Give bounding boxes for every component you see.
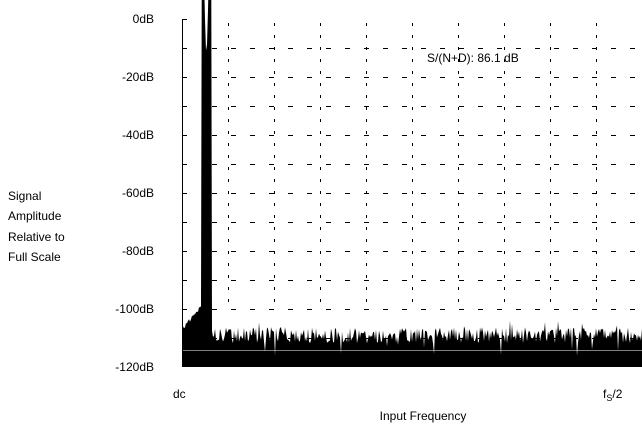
y-axis-title-line-2: Amplitude: [8, 209, 62, 223]
x-tick-label-fs2: fS/2: [603, 387, 623, 403]
y-tick-label: -20dB: [122, 70, 154, 84]
y-axis-title-line-4: Full Scale: [8, 250, 61, 264]
x-tick-fs-sub: S: [606, 393, 612, 403]
y-tick-label: 0dB: [133, 12, 154, 26]
axes: [182, 19, 187, 367]
spectrum-fill: [182, 0, 642, 367]
y-axis-title: Signal Amplitude Relative to Full Scale: [8, 189, 65, 264]
y-tick-label: -60dB: [122, 186, 154, 200]
x-tick-fs-main: f: [603, 387, 607, 401]
annotation-snd: S/(N+D): 86.1 dB: [427, 51, 519, 65]
y-axis-title-line-3: Relative to: [8, 230, 65, 244]
y-tick-label: -80dB: [122, 244, 154, 258]
x-axis-title: Input Frequency: [380, 409, 467, 423]
spectrum-area: [182, 0, 642, 367]
y-tick-label: -100dB: [115, 302, 154, 316]
y-tick-label: -40dB: [122, 128, 154, 142]
x-tick-fs-tail: /2: [612, 387, 622, 401]
y-axis-title-line-1: Signal: [8, 189, 41, 203]
grid-lines: [212, 23, 642, 339]
y-tick-labels: 0dB -20dB -40dB -60dB -80dB -100dB -120dB: [115, 12, 154, 374]
y-tick-label: -120dB: [115, 360, 154, 374]
x-tick-label-dc: dc: [173, 387, 186, 401]
